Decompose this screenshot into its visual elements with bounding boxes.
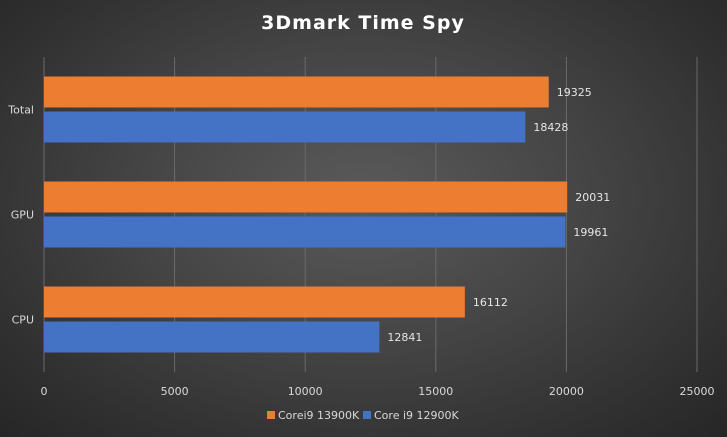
- bar: [44, 321, 380, 353]
- bar: [44, 111, 526, 143]
- bars: [44, 76, 568, 353]
- x-axis-ticks: 0 5000 10000 15000 20000 25000: [41, 385, 715, 398]
- x-tick-label: 0: [41, 385, 48, 398]
- category-label: Total: [7, 104, 34, 117]
- x-tick-label: 15000: [418, 385, 453, 398]
- legend-label: Core i9 12900K: [374, 409, 459, 422]
- legend: Corei9 13900K Core i9 12900K: [267, 409, 459, 422]
- x-tick-label: 5000: [161, 385, 189, 398]
- data-label: 19325: [557, 86, 592, 99]
- gridlines: [43, 57, 698, 372]
- x-tick-label: 20000: [549, 385, 584, 398]
- category-label: CPU: [12, 314, 34, 327]
- data-label: 18428: [533, 121, 568, 134]
- legend-swatch: [267, 411, 275, 419]
- data-label: 16112: [473, 296, 508, 309]
- bar: [44, 181, 568, 213]
- chart-title: 3Dmark Time Spy: [261, 12, 465, 34]
- x-tick-label: 10000: [288, 385, 323, 398]
- category-label: GPU: [11, 209, 34, 222]
- legend-label: Corei9 13900K: [278, 409, 360, 422]
- data-labels: 19325 18428 20031 19961 16112 12841: [387, 86, 610, 344]
- data-label: 20031: [575, 191, 610, 204]
- category-labels: Total GPU CPU: [7, 104, 34, 327]
- bar: [44, 76, 549, 108]
- x-tick-label: 25000: [680, 385, 715, 398]
- bar: [44, 216, 566, 248]
- bar: [44, 286, 465, 318]
- data-label: 12841: [387, 331, 422, 344]
- data-label: 19961: [573, 226, 608, 239]
- legend-swatch: [363, 411, 371, 419]
